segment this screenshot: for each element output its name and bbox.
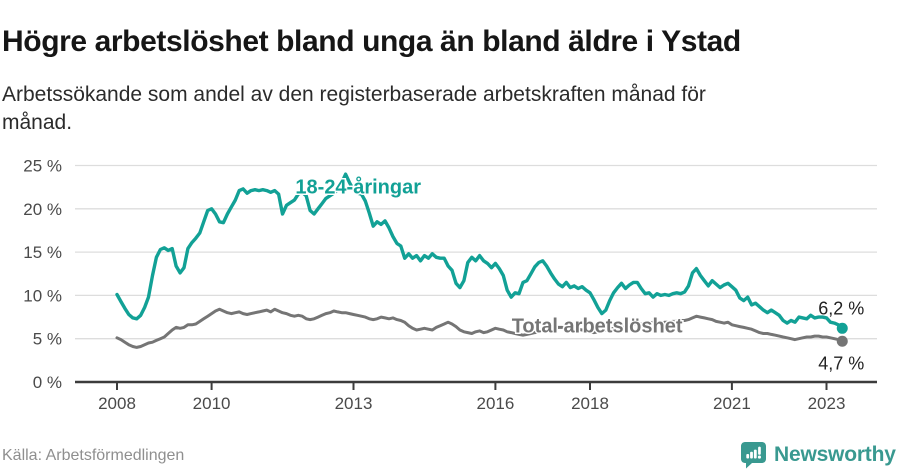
x-axis-tick-label: 2016	[476, 394, 514, 413]
x-axis-tick-label: 2013	[335, 394, 373, 413]
series-label-youth: 18-24-åringar	[295, 175, 421, 198]
series-line-total	[115, 307, 844, 349]
brand-logo: Newsworthy	[740, 441, 896, 469]
y-axis-tick-label: 5 %	[33, 330, 62, 349]
series-line-youth	[115, 172, 844, 330]
series-end-dot-total	[836, 335, 848, 347]
chart-subtitle: Arbetssökande som andel av den registerb…	[2, 83, 706, 134]
y-axis-tick-label: 0 %	[33, 373, 62, 392]
y-axis-tick-label: 20 %	[23, 200, 62, 219]
series-label-total: Total arbetslöshet	[512, 316, 683, 338]
newsworthy-bubble-icon	[741, 442, 766, 469]
chart-svg: 0 % 5 % 10 % 15 % 20 % 25 % 2008 2010 2013 2016 20…	[23, 157, 877, 413]
x-axis-tick-label: 2023	[808, 394, 846, 413]
x-axis-tick-label: 2018	[571, 394, 609, 413]
series-end-value-total: 4,7 %	[818, 353, 864, 373]
series-end-dot-youth	[836, 322, 848, 334]
x-axis-tick-label: 2021	[713, 394, 751, 413]
source-note: Källa: Arbetsförmedlingen	[2, 447, 185, 464]
y-axis-tick-label: 15 %	[23, 243, 62, 262]
x-axis-tick-label: 2010	[193, 394, 231, 413]
series-end-value-youth: 6,2 %	[818, 298, 864, 318]
page-title: Högre arbetslöshet bland unga än bland ä…	[2, 25, 741, 59]
x-axis-tick-label: 2008	[98, 394, 136, 413]
brand-name: Newsworthy	[774, 443, 896, 466]
y-axis-tick-label: 10 %	[23, 286, 62, 305]
y-axis-tick-label: 25 %	[23, 157, 62, 176]
